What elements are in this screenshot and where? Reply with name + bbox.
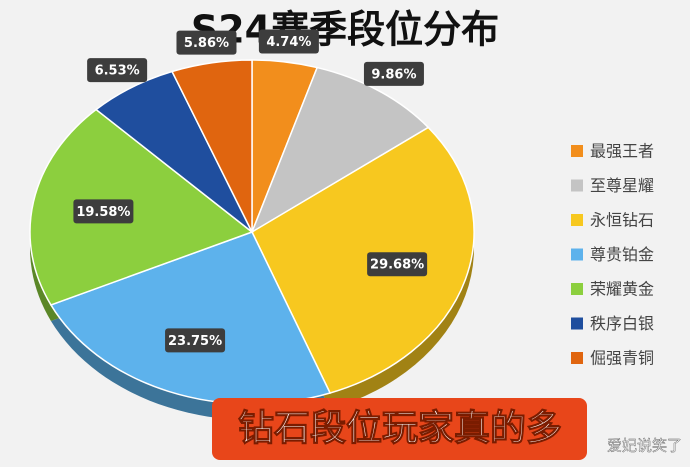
legend-label: 尊贵铂金 — [590, 245, 654, 264]
value-label: 9.86% — [371, 67, 416, 82]
pie-slice — [171, 59, 253, 233]
value-label-box — [363, 61, 424, 86]
legend-label: 至尊星耀 — [590, 176, 654, 195]
value-label-box — [258, 29, 319, 54]
legend-label: 永恒钻石 — [590, 211, 654, 230]
pie — [29, 59, 475, 405]
value-label-box — [367, 252, 428, 277]
legend-swatch — [571, 145, 583, 157]
value-label: 23.75% — [168, 334, 222, 349]
legend-swatch — [571, 283, 583, 295]
watermark: 爱妃说笑了 — [607, 437, 682, 455]
legend-swatch — [571, 352, 583, 364]
legend-label: 最强王者 — [590, 142, 654, 161]
value-label-box — [176, 30, 237, 55]
value-label-box — [87, 58, 148, 83]
pie-slice — [29, 108, 254, 306]
value-label: 5.86% — [184, 36, 229, 51]
pie-slice — [250, 66, 430, 234]
value-labels: 4.74% 9.86% 29.68% 23.75% 19.58% 6.53% 5.86% — [73, 29, 428, 353]
banner — [212, 398, 587, 460]
legend-label: 荣耀黄金 — [590, 280, 654, 299]
value-label: 6.53% — [95, 64, 140, 79]
legend-swatch — [571, 214, 583, 226]
value-label: 29.68% — [370, 258, 424, 273]
banner-text: 钻石段位玩家真的多 — [238, 408, 562, 449]
value-label-box — [165, 328, 226, 353]
legend-label: 秩序白银 — [590, 314, 654, 333]
value-label: 19.58% — [76, 205, 130, 220]
legend-swatch — [571, 179, 583, 192]
value-label-box — [73, 199, 134, 224]
legend-swatch — [571, 317, 583, 330]
chart-title: S24赛季段位分布 — [191, 8, 499, 52]
legend-label: 倔强青铜 — [590, 349, 654, 368]
legend-swatch — [571, 248, 583, 261]
pie-slice — [251, 126, 475, 394]
value-label: 4.74% — [266, 35, 311, 50]
